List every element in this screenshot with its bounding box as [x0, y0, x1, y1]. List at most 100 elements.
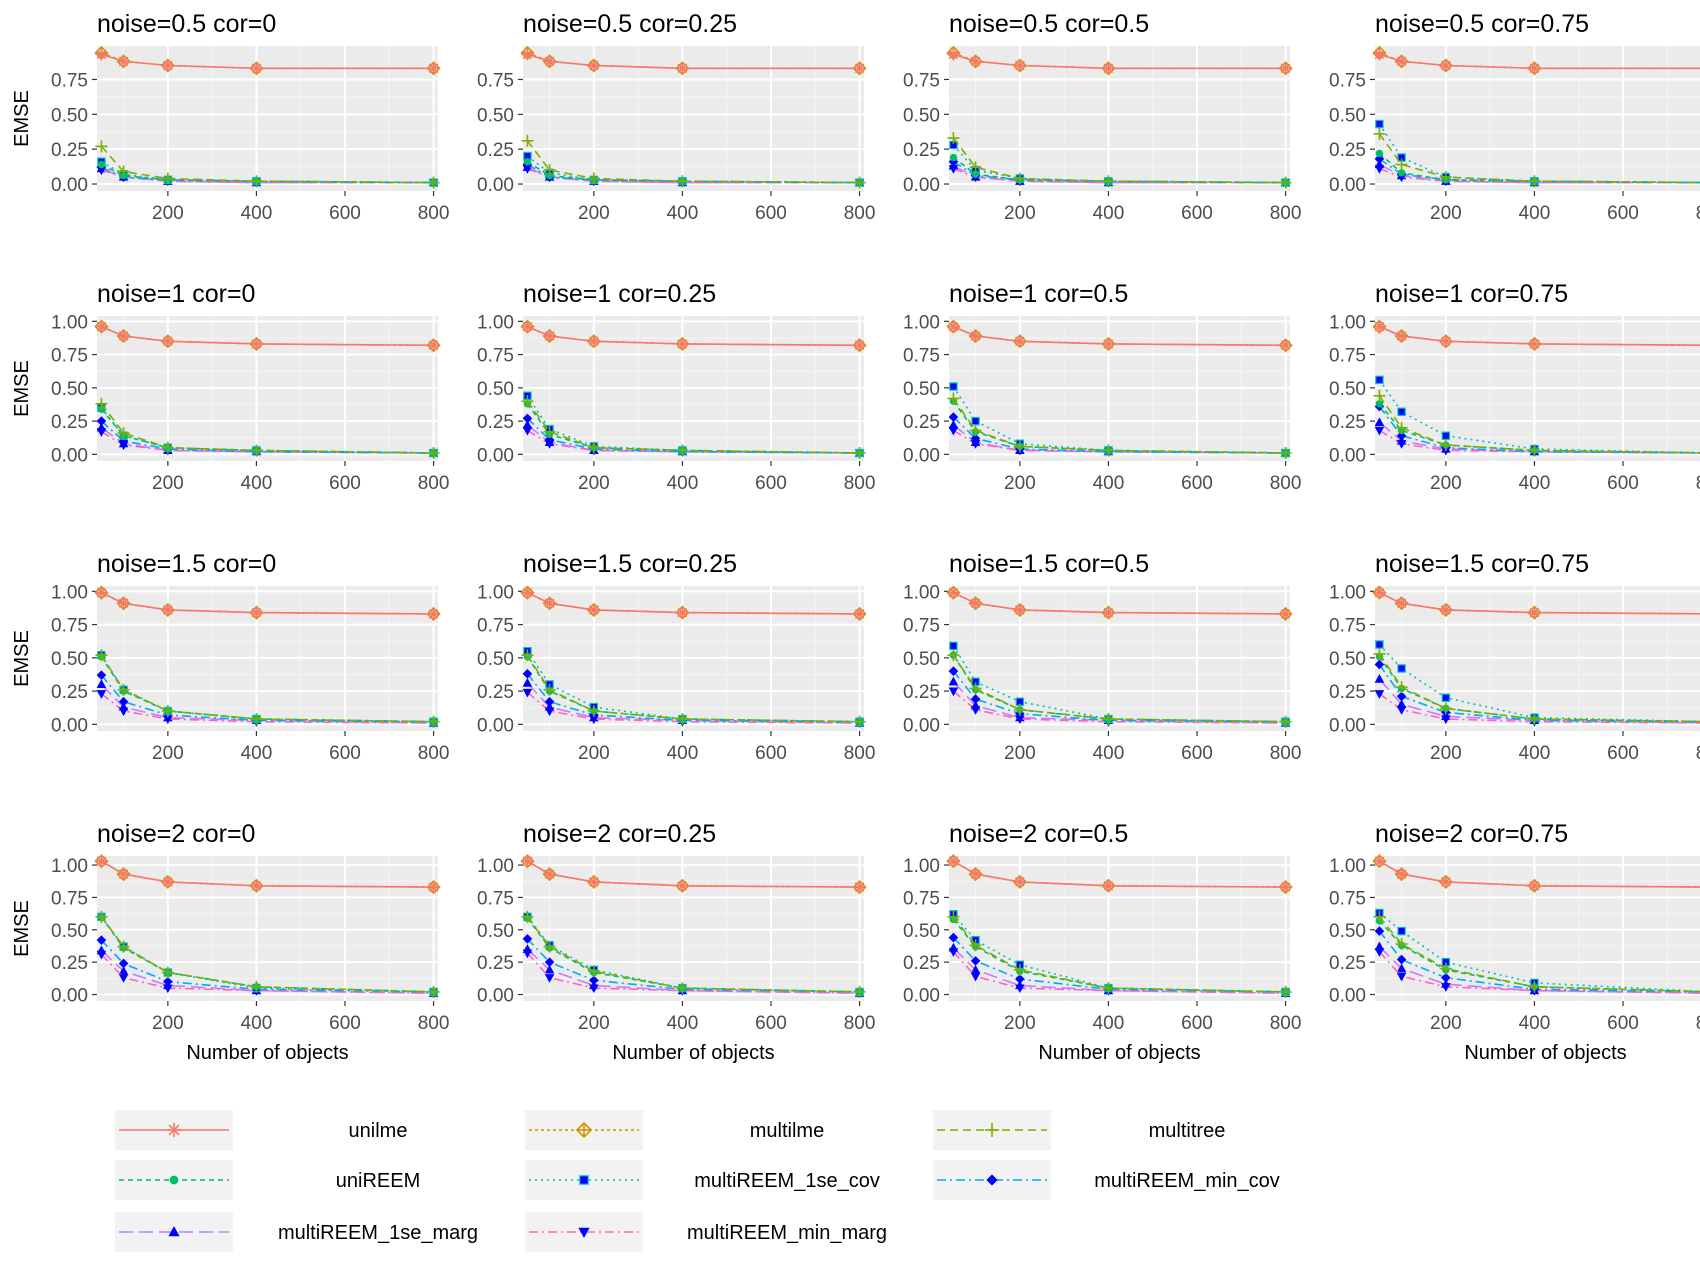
data-point [1102, 444, 1115, 457]
data-point [118, 966, 129, 975]
data-point [117, 940, 130, 953]
x-tick-label: 600 [1607, 203, 1639, 224]
x-tick-label: 800 [844, 203, 876, 224]
data-point [427, 607, 440, 620]
data-point [948, 419, 959, 429]
x-tick-label: 400 [241, 1013, 273, 1034]
data-point [969, 939, 982, 952]
series-unilme [95, 48, 440, 75]
data-point [250, 606, 263, 619]
y-tick-label: 0.25 [477, 412, 514, 433]
data-point [1013, 440, 1026, 453]
panel-title: noise=0.5 cor=0 [97, 10, 276, 38]
data-point [521, 586, 534, 599]
x-tick-label: 800 [1270, 203, 1302, 224]
data-point [1375, 375, 1384, 385]
data-point [117, 427, 130, 440]
data-point [969, 161, 982, 174]
data-point [96, 935, 107, 945]
data-point [544, 434, 555, 445]
panel-title: noise=2 cor=0.25 [523, 820, 716, 848]
data-point [970, 972, 981, 982]
legend-item-multiREEM_1se_marg: multiREEM_1se_marg [115, 1212, 478, 1252]
x-axis-label: Number of objects [612, 1042, 774, 1064]
panel-title: noise=1.5 cor=0.5 [949, 550, 1149, 578]
series-unilme [1373, 586, 1700, 619]
y-tick-label: 0.25 [1329, 953, 1366, 974]
y-tick-label: 0.25 [477, 140, 514, 161]
x-tick-label: 200 [1430, 473, 1462, 494]
panel-title: noise=0.5 cor=0.25 [523, 10, 737, 38]
data-point [1013, 703, 1026, 716]
data-point [250, 62, 263, 75]
y-tick-label: 0.00 [903, 986, 940, 1007]
x-tick-label: 200 [578, 203, 610, 224]
data-point [853, 985, 866, 998]
data-point [969, 868, 982, 881]
data-point [117, 329, 130, 342]
facet-panel-3-3: noise=2 cor=0.75 0.00 0.25 0.50 0.75 1.00 200 4… [1329, 820, 1700, 1064]
legend-label: unilme [349, 1120, 408, 1142]
legend-label: multiREEM_min_marg [687, 1222, 887, 1244]
legend: unilme multilme multitree uniREEM multiREEM_… [115, 1110, 1280, 1252]
series-line [526, 691, 860, 724]
y-tick-label: 0.50 [1329, 649, 1366, 670]
data-point [676, 606, 689, 619]
data-point [163, 984, 173, 994]
y-tick-label: 0.00 [51, 175, 88, 196]
y-tick-label: 0.00 [903, 715, 940, 736]
x-tick-label: 400 [667, 743, 699, 764]
x-tick-label: 800 [418, 203, 450, 224]
facet-panel-3-1: noise=2 cor=0.25 0.00 0.25 0.50 0.75 1.00 200 4… [477, 820, 875, 1064]
y-tick-label: 0.75 [51, 888, 88, 909]
series-multitree [947, 910, 1292, 998]
x-tick-label: 400 [667, 203, 699, 224]
data-point [1395, 681, 1408, 694]
x-tick-label: 400 [1519, 743, 1551, 764]
data-point [1015, 974, 1025, 984]
data-point [543, 329, 556, 342]
legend-marker [168, 1226, 180, 1237]
legend-marker [579, 1175, 589, 1185]
data-point [544, 974, 555, 983]
series-line [1378, 664, 1700, 723]
data-point [1013, 335, 1026, 348]
data-point [948, 156, 959, 167]
data-point [543, 683, 556, 696]
facet-panel-1-1: noise=1 cor=0.25 0.00 0.25 0.50 0.75 1.00 200 4… [477, 280, 875, 494]
series-unilme [95, 855, 440, 894]
series-multitree [1373, 647, 1700, 726]
x-tick-label: 600 [755, 203, 787, 224]
x-tick-label: 600 [755, 473, 787, 494]
data-point [1279, 62, 1292, 75]
panel-title: noise=1.5 cor=0.75 [1375, 550, 1589, 578]
data-point [1396, 430, 1407, 441]
data-point [1397, 926, 1406, 936]
data-point [676, 879, 689, 892]
y-tick-label: 0.75 [1329, 70, 1366, 91]
data-point [521, 395, 534, 408]
data-point [96, 670, 107, 680]
y-tick-label: 0.25 [51, 140, 88, 161]
x-tick-label: 400 [241, 203, 273, 224]
series-line [100, 420, 434, 454]
facet-panel-2-0: noise=1.5 cor=0 0.00 0.25 0.50 0.75 1.00 200 40… [11, 550, 449, 764]
series-line [526, 948, 860, 994]
data-point [117, 597, 130, 610]
x-tick-label: 200 [1430, 203, 1462, 224]
data-point [1373, 855, 1386, 868]
data-point [96, 679, 107, 689]
x-tick-label: 800 [844, 743, 876, 764]
series-multitree [521, 910, 866, 998]
data-point [947, 586, 960, 599]
data-point [1102, 879, 1115, 892]
data-point [853, 62, 866, 75]
data-point [161, 441, 174, 454]
panel-title: noise=1 cor=0.75 [1375, 280, 1568, 308]
series-unilme [521, 48, 866, 75]
data-point [1439, 875, 1452, 888]
data-point [250, 444, 263, 457]
series-line [1378, 379, 1700, 454]
data-point [1373, 910, 1386, 923]
data-point [949, 382, 958, 391]
